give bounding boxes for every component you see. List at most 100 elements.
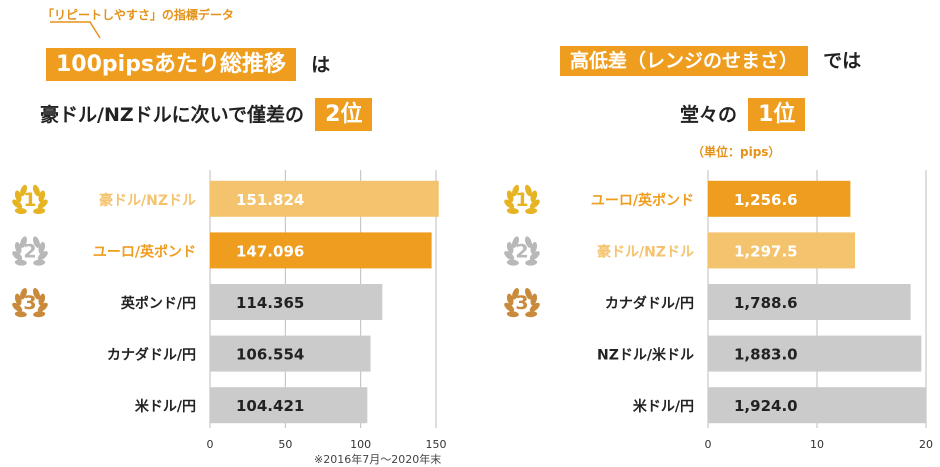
- laurel-leaf: [506, 207, 519, 215]
- laurel-leaf: [38, 242, 46, 254]
- laurel-leaf: [529, 199, 540, 209]
- laurel-leaf: [14, 242, 22, 254]
- bar: [210, 335, 371, 372]
- laurel-leaf: [38, 190, 46, 203]
- rank-3-laurel-icon: 3: [504, 288, 540, 318]
- category-label: 米ドル/円: [633, 398, 694, 415]
- x-tick-label: 10: [810, 438, 824, 451]
- laurel-leaf: [525, 288, 532, 300]
- rank-1-laurel-icon: 1: [12, 184, 48, 215]
- bar-value-label: 104.421: [236, 397, 304, 415]
- x-tick-label: 100: [350, 438, 371, 451]
- x-tick-label: 0: [705, 438, 712, 451]
- laurel-leaf: [14, 311, 27, 318]
- laurel-leaf: [506, 293, 514, 306]
- right-unit: （単位：pips）: [692, 145, 781, 159]
- left-chart: 0 50 100 150 151.824 豪ドル/NZドル 1 147.096 ユーロ/英ポンド…: [12, 170, 447, 451]
- laurel-leaf: [12, 199, 23, 209]
- left-heading-line2: 豪ドル/NZドルに次いで僅差の 2位: [40, 96, 373, 131]
- laurel-leaf: [33, 184, 40, 197]
- category-label: 英ポンド/円: [120, 295, 196, 312]
- laurel-leaf: [14, 293, 22, 306]
- laurel-leaf: [530, 293, 538, 306]
- bar-value-label: 1,297.5: [734, 242, 798, 260]
- right-heading-line1: 高低差（レンジのせまさ） では: [560, 46, 862, 76]
- rank-number: 1: [23, 189, 36, 211]
- laurel-leaf: [504, 199, 515, 209]
- category-label: ユーロ/英ポンド: [591, 192, 694, 209]
- laurel-leaf: [506, 259, 519, 266]
- right-heading1-highlight: 高低差（レンジのせまさ）: [560, 46, 809, 76]
- laurel-leaf: [530, 242, 538, 254]
- laurel-leaf: [12, 302, 23, 312]
- laurel-leaf: [33, 207, 46, 215]
- left-heading1-highlight: 100pipsあたり総推移: [46, 48, 297, 81]
- laurel-leaf: [14, 190, 22, 203]
- left-callout: 「リピートしやすさ」の指標データ: [42, 6, 234, 23]
- rank-2-laurel-icon: 2: [12, 236, 48, 266]
- laurel-leaf: [37, 199, 48, 209]
- laurel-leaf: [33, 236, 40, 248]
- rank-number: 2: [515, 240, 528, 262]
- right-heading2-prefix: 堂々の: [680, 104, 738, 126]
- laurel-leaf: [504, 251, 515, 261]
- category-label: 豪ドル/NZドル: [597, 243, 694, 260]
- laurel-leaf: [38, 293, 46, 306]
- right-heading1-suffix: では: [823, 50, 862, 72]
- rank-number: 1: [515, 189, 528, 211]
- callout-text: 「リピートしやすさ」の指標データ: [42, 8, 234, 22]
- laurel-leaf: [33, 288, 40, 300]
- right-heading2-highlight: 1位: [748, 98, 806, 131]
- laurel-leaf: [506, 311, 519, 318]
- laurel-leaf: [37, 302, 48, 312]
- laurel-leaf: [12, 251, 23, 261]
- laurel-leaf: [504, 302, 515, 312]
- laurel-leaf: [529, 302, 540, 312]
- category-label: NZドル/米ドル: [597, 347, 694, 364]
- callout-pointer: [50, 21, 101, 39]
- left-heading-line1: 100pipsあたり総推移 は: [46, 46, 331, 81]
- laurel-leaf: [529, 251, 540, 261]
- right-heading-line2: 堂々の 1位: [680, 96, 806, 131]
- bar-value-label: 1,924.0: [734, 397, 798, 415]
- x-tick-label: 150: [426, 438, 447, 451]
- laurel-leaf: [525, 207, 538, 215]
- rank-3-laurel-icon: 3: [12, 288, 48, 318]
- laurel-leaf: [14, 259, 27, 266]
- laurel-leaf: [33, 311, 46, 318]
- left-heading1-suffix: は: [311, 54, 331, 76]
- bar-value-label: 1,256.6: [734, 191, 798, 209]
- laurel-leaf: [20, 288, 27, 300]
- left-note: ※2016年7月〜2020年末: [314, 453, 442, 466]
- bar-value-label: 106.554: [236, 346, 304, 364]
- x-tick-label: 20: [919, 438, 933, 451]
- left-heading2-highlight: 2位: [315, 98, 373, 131]
- laurel-leaf: [525, 236, 532, 248]
- laurel-leaf: [506, 190, 514, 203]
- category-label: カナダドル/円: [107, 347, 196, 364]
- rank-2-laurel-icon: 2: [504, 236, 540, 266]
- laurel-leaf: [14, 207, 27, 215]
- right-chart: 0 10 20 1,256.6 ユーロ/英ポンド 1 1,297.5 豪ドル/NZドル 2 1,7…: [504, 170, 933, 451]
- category-label: ユーロ/英ポンド: [93, 243, 196, 260]
- category-label: 米ドル/円: [135, 398, 196, 415]
- rank-1-laurel-icon: 1: [504, 184, 540, 215]
- laurel-leaf: [512, 288, 519, 300]
- bar: [210, 387, 368, 424]
- bar: [708, 180, 851, 217]
- bar-value-label: 147.096: [236, 242, 304, 260]
- category-label: 豪ドル/NZドル: [99, 192, 196, 209]
- bar-value-label: 1,883.0: [734, 346, 798, 364]
- laurel-leaf: [20, 236, 27, 248]
- laurel-leaf: [512, 184, 519, 197]
- bar-value-label: 1,788.6: [734, 294, 798, 312]
- laurel-leaf: [525, 184, 532, 197]
- laurel-leaf: [37, 251, 48, 261]
- laurel-leaf: [506, 242, 514, 254]
- laurel-leaf: [525, 259, 538, 266]
- x-tick-label: 0: [207, 438, 214, 451]
- laurel-leaf: [33, 259, 46, 266]
- laurel-leaf: [512, 236, 519, 248]
- rank-number: 3: [23, 292, 36, 314]
- rank-number: 2: [23, 240, 36, 262]
